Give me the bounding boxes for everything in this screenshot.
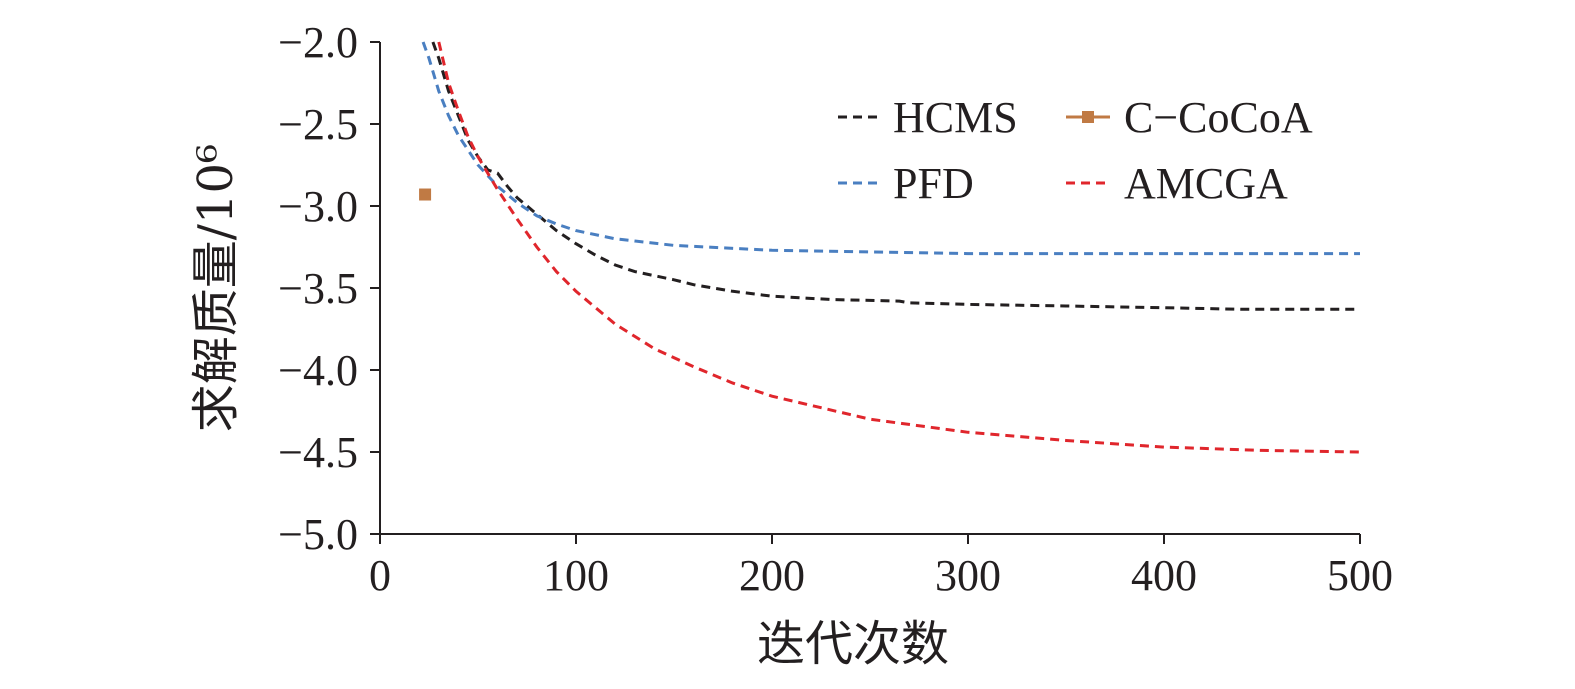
series-point-c-cocoa (419, 188, 432, 201)
legend-label-hcms: HCMS (893, 93, 1018, 142)
legend-item-hcms: HCMS (838, 93, 1018, 142)
x-tick-label: 0 (369, 551, 391, 600)
x-tick-label: 100 (543, 551, 609, 600)
series-layer (419, 41, 1361, 454)
y-tick-label: −2.5 (278, 100, 358, 149)
y-tick-label: −2.0 (278, 18, 358, 67)
x-tick-label: 500 (1327, 551, 1393, 600)
legend-swatch-c-cocoa-marker (1082, 111, 1094, 123)
y-tick-label: −5.0 (278, 510, 358, 559)
legend-item-amcga: AMCGA (1066, 159, 1288, 208)
legend-item-c-cocoa: C−CoCoA (1066, 93, 1313, 142)
x-tick-label: 300 (935, 551, 1001, 600)
x-tick-label: 400 (1131, 551, 1197, 600)
y-tick-label: −3.0 (278, 182, 358, 231)
x-axis-title: 迭代次数 (757, 616, 949, 672)
legend-label-pfd: PFD (893, 159, 974, 208)
legend-label-c-cocoa: C−CoCoA (1124, 93, 1313, 142)
series-line-amcga (437, 41, 1361, 454)
legend-label-amcga: AMCGA (1124, 159, 1288, 208)
y-tick-label: −4.0 (278, 346, 358, 395)
legend: HCMS C−CoCoA PFD AMCGA (838, 93, 1313, 208)
series-line-pfd (421, 41, 1360, 256)
x-tick-label: 200 (739, 551, 805, 600)
series-line-hcms (431, 41, 1360, 311)
legend-item-pfd: PFD (838, 159, 974, 208)
y-tick-label: −3.5 (278, 264, 358, 313)
y-axis-title: 求解质量/10⁶ (188, 144, 244, 433)
y-tick-label: −4.5 (278, 428, 358, 477)
x-axis-ticks: 0 100 200 300 400 500 (369, 534, 1393, 600)
y-axis-ticks: −2.0 −2.5 −3.0 −3.5 −4.0 −4.5 −5.0 (278, 18, 380, 559)
plot-area: −2.0 −2.5 −3.0 −3.5 −4.0 −4.5 −5.0 0 100 200 300 4… (278, 18, 1393, 600)
